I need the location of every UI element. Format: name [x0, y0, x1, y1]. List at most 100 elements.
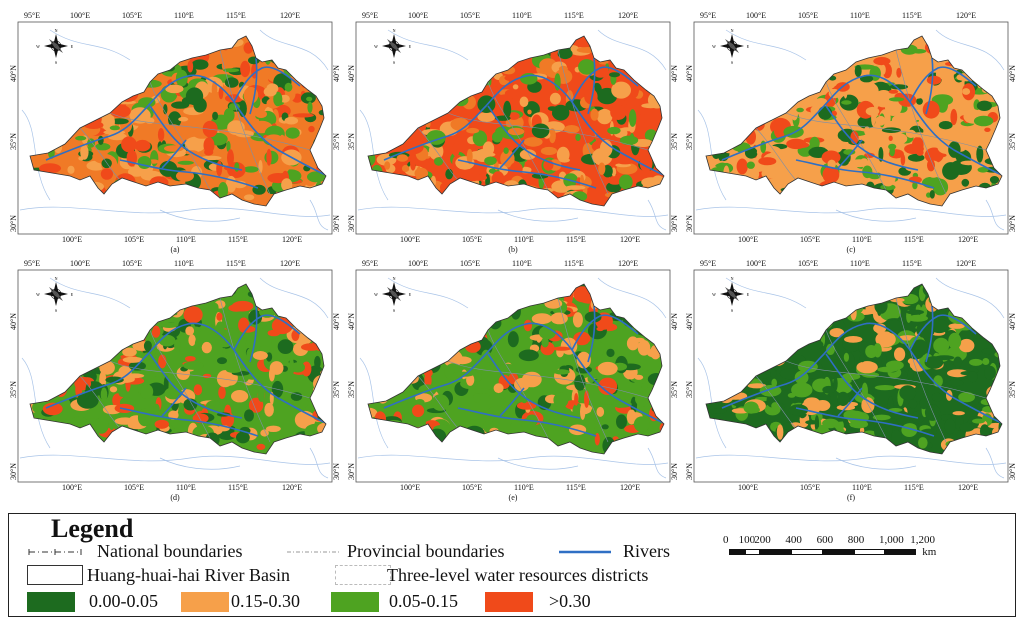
value-patch	[859, 353, 866, 363]
river-line	[45, 74, 326, 177]
value-patch	[412, 404, 425, 418]
value-patch	[256, 443, 266, 450]
value-patch	[953, 356, 963, 368]
value-patch	[840, 173, 847, 187]
lat-tick-left: 30°N	[9, 215, 18, 232]
lat-tick-right: 40°N	[670, 65, 679, 82]
background-line	[647, 447, 667, 479]
map-panel-3: N S E W 95°E 100°E 105°E 110°E 115°E 120°E 100°E 10…	[685, 10, 1017, 255]
compass-letter-w: W	[712, 44, 716, 49]
value-patch	[837, 391, 850, 406]
value-patch	[911, 49, 927, 54]
value-patch	[865, 106, 880, 116]
value-patch	[984, 365, 996, 380]
class-label-2: 0.05-0.15	[389, 591, 458, 611]
class-label-0: 0.00-0.05	[89, 591, 158, 611]
compass-letter-w: W	[374, 44, 378, 49]
value-patch	[884, 98, 902, 116]
lat-tick-left: 40°N	[347, 313, 356, 330]
compass-rose: N S E W	[36, 28, 74, 65]
district-line	[109, 360, 311, 399]
value-patch	[969, 358, 983, 366]
lon-tick-top: 100°E	[746, 11, 767, 20]
scale-segment	[885, 549, 917, 555]
lon-tick-top: 100°E	[746, 259, 767, 268]
national-boundaries-label: National boundaries	[97, 541, 243, 561]
background-line	[19, 206, 331, 217]
value-patch	[606, 348, 615, 358]
district-line	[895, 49, 947, 195]
compass-rose: N S E W	[374, 276, 412, 313]
panel-label: (e)	[508, 493, 518, 502]
value-patch	[865, 345, 878, 358]
lon-tick-top: 105°E	[460, 11, 481, 20]
value-patch	[771, 402, 779, 410]
background-line	[935, 277, 1005, 319]
scale-label: 800	[847, 534, 865, 546]
value-patch	[138, 97, 156, 108]
district-line	[219, 49, 271, 195]
value-patch	[213, 98, 220, 116]
value-patch	[977, 167, 989, 173]
compass-rose: N S E W	[712, 28, 750, 65]
value-patch	[584, 390, 590, 408]
value-patch	[540, 146, 558, 156]
value-patch	[958, 392, 975, 403]
value-patch	[94, 417, 109, 434]
value-patch	[472, 130, 488, 147]
river-line	[587, 305, 596, 363]
river-line	[119, 159, 259, 189]
compass-letter-e: E	[409, 292, 412, 297]
river-line	[233, 314, 301, 351]
scale-segment	[760, 549, 792, 555]
value-patch	[401, 164, 410, 173]
lat-tick-left: 35°N	[9, 133, 18, 150]
value-patch	[519, 149, 537, 160]
lon-tick-top: 105°E	[122, 259, 143, 268]
lon-tick-top: 120°E	[280, 11, 301, 20]
value-patch	[609, 72, 620, 78]
lat-tick-right: 30°N	[1008, 215, 1017, 232]
lon-tick-bottom: 105°E	[800, 235, 821, 244]
value-patch	[183, 306, 203, 324]
value-patch	[118, 388, 127, 398]
value-patch	[95, 143, 111, 151]
value-patch	[596, 326, 604, 332]
value-patch	[292, 113, 314, 118]
panel-label: (d)	[170, 493, 180, 502]
background-line	[357, 206, 669, 217]
value-patch	[596, 108, 613, 125]
value-patch	[553, 411, 558, 420]
value-patch	[462, 172, 481, 182]
provincial-boundary-symbol	[287, 551, 339, 553]
value-patch	[924, 147, 944, 164]
scale-label: 0	[723, 534, 729, 546]
river-line	[571, 314, 639, 351]
value-patch	[512, 353, 520, 358]
river-line	[119, 407, 259, 437]
lon-tick-top: 120°E	[280, 259, 301, 268]
class-swatch-0	[27, 592, 75, 612]
scale-segment	[822, 549, 854, 555]
lat-tick-left: 40°N	[9, 65, 18, 82]
value-patch	[641, 103, 660, 109]
scale-label: 1,000	[879, 534, 904, 546]
compass-letter-n: N	[55, 28, 58, 33]
value-patch	[563, 125, 580, 134]
compass-letter-w: W	[374, 292, 378, 297]
value-patch	[626, 409, 637, 425]
lat-tick-right: 35°N	[332, 381, 341, 398]
basin-outline	[29, 35, 327, 207]
value-patch	[277, 339, 294, 354]
value-patch	[952, 411, 965, 416]
map-svg: N S E W	[17, 21, 333, 235]
legend-box: Legend National boundaries Provincial bo…	[8, 513, 1016, 617]
compass-letter-w: W	[36, 44, 40, 49]
value-patch	[218, 386, 226, 399]
value-patch	[137, 408, 152, 427]
river-line	[457, 159, 597, 189]
value-patch	[613, 95, 629, 106]
map-panel-4: N S E W 95°E 100°E 105°E 110°E 115°E 120°E 100°E 10…	[9, 258, 341, 503]
value-patch	[982, 358, 990, 365]
value-patch	[946, 379, 964, 387]
